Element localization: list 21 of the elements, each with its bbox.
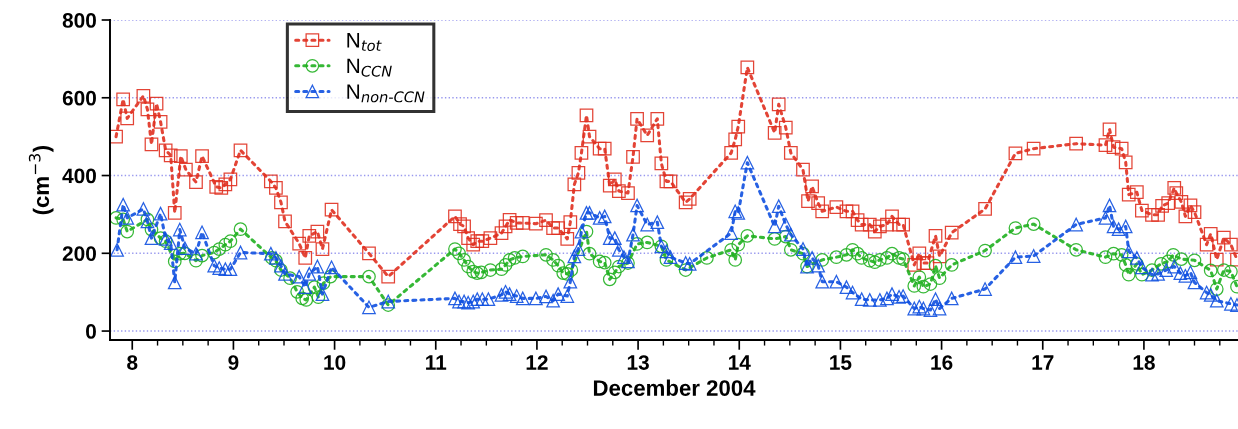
y-tick-label: 600	[62, 90, 96, 106]
legend-label: N$_{tot}$	[347, 33, 382, 52]
x-tick-label: 15	[830, 355, 852, 370]
x-tick-label: 17	[1032, 355, 1054, 370]
x-tick-label: 18	[1133, 355, 1155, 370]
x-tick-label: 14	[728, 355, 751, 370]
x-tick-label: 11	[426, 355, 447, 370]
y-tick-label: 0	[86, 324, 96, 339]
y-tick-label: 800	[62, 13, 96, 28]
x-tick-label: 12	[526, 355, 548, 370]
x-tick-label: 8	[127, 355, 138, 370]
y-tick-label: 200	[62, 246, 96, 262]
legend-label: N$_{non‑CCN}$	[347, 84, 425, 103]
x-tick-label: 10	[324, 355, 346, 370]
x-axis-title: December 2004	[593, 379, 756, 396]
y-axis-title: (cm$^{−3}$)	[28, 145, 54, 215]
x-tick-label: 13	[627, 355, 649, 370]
x-tick-label: 9	[228, 355, 239, 370]
x-tick-label: 16	[931, 355, 953, 370]
y-tick-label: 400	[62, 168, 96, 184]
legend-label: N$_{CCN}$	[347, 58, 392, 77]
